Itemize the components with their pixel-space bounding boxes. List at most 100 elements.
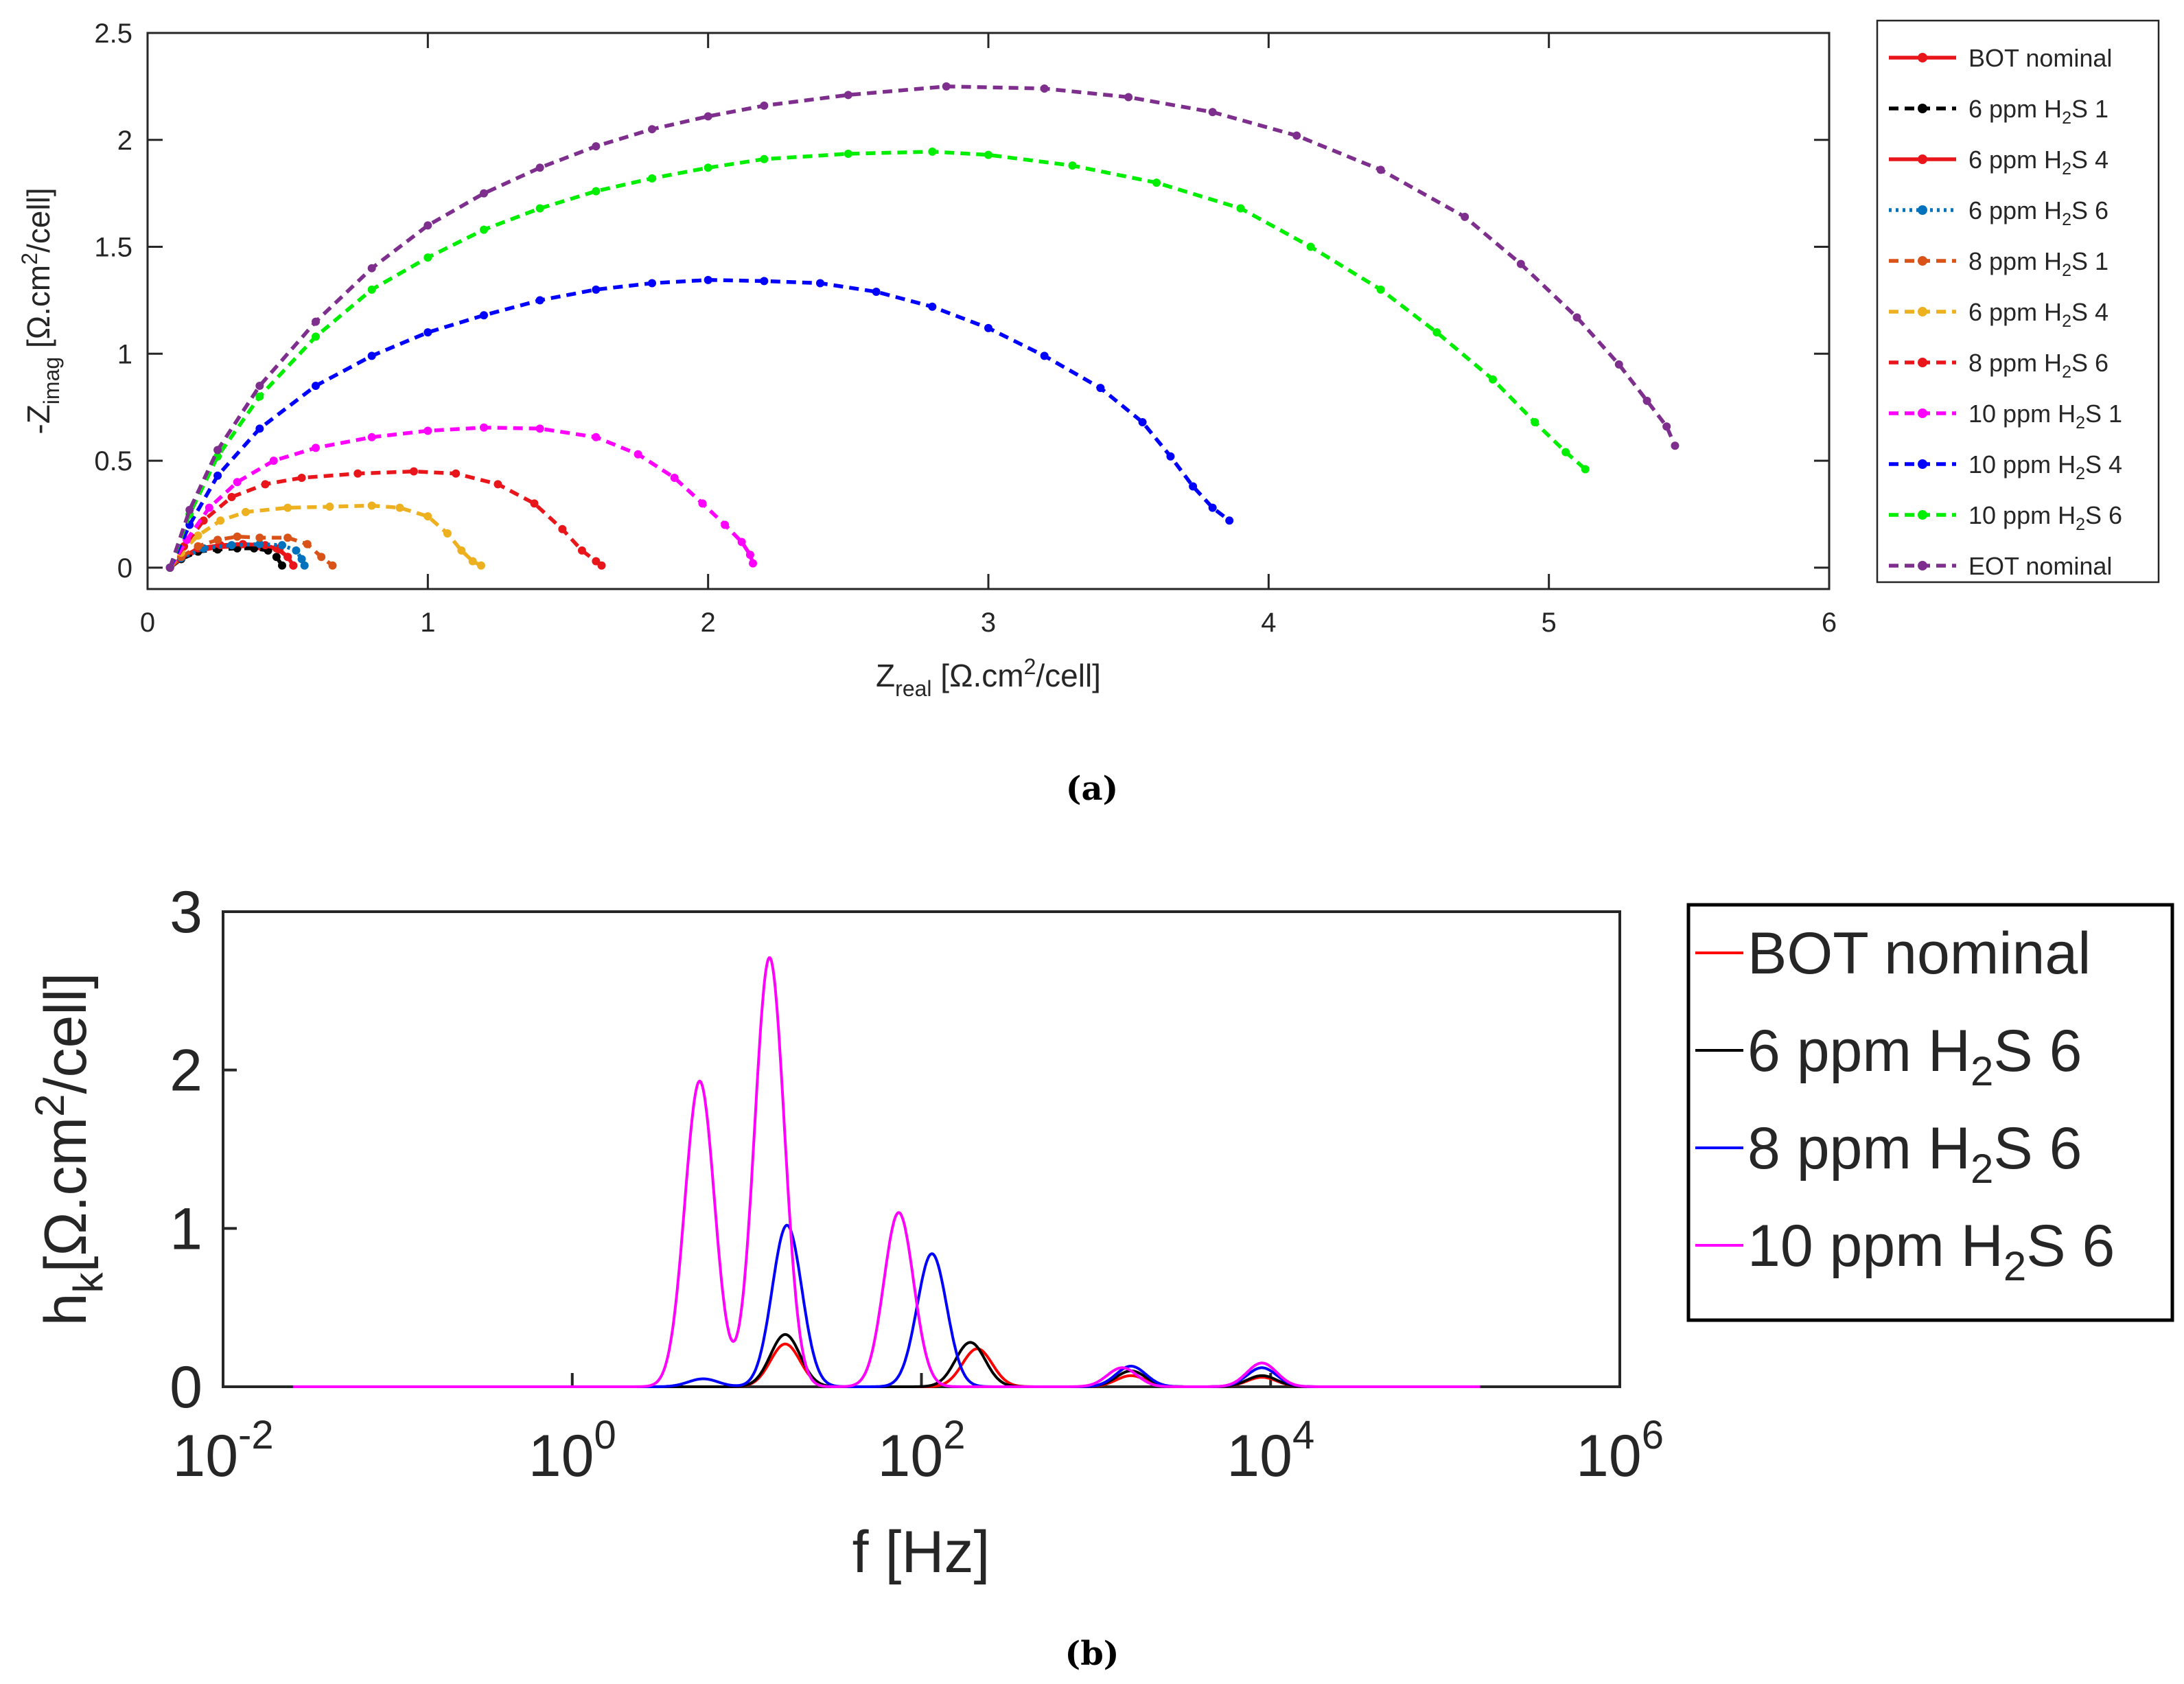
- legend-entry-8-ppm-h-2-s-6: 8 ppm H2S 6: [1889, 349, 2109, 382]
- data-point: [303, 540, 312, 549]
- data-point: [1432, 328, 1441, 337]
- data-point: [1138, 418, 1147, 426]
- data-point: [312, 317, 320, 326]
- y-tick-label: 1.5: [94, 233, 132, 263]
- data-point: [292, 546, 301, 555]
- drt-axis-ticks: 10-2 100 102 104 106 0 1 2 3: [170, 879, 1664, 1489]
- data-point: [317, 553, 326, 562]
- data-point: [1561, 448, 1570, 457]
- data-point: [844, 150, 852, 159]
- data-point: [670, 474, 679, 482]
- data-point: [312, 382, 320, 391]
- legend-label: 6 ppm H2S 1: [1968, 95, 2109, 128]
- drt-chart: 10-2 100 102 104 106 0 1 2 3 f [Hz] hk[Ω.cm2/cel…: [27, 879, 2174, 1673]
- legend-marker: [1918, 205, 1927, 215]
- data-point: [704, 112, 712, 121]
- data-point: [452, 469, 461, 478]
- data-point: [297, 474, 306, 482]
- data-point: [283, 503, 292, 512]
- nyquist-legend: [1876, 19, 2160, 584]
- y-tick-label: 3: [170, 879, 202, 945]
- x-tick-label: 104: [1227, 1413, 1314, 1489]
- data-point: [283, 533, 292, 542]
- data-point: [648, 174, 656, 183]
- x-tick-label: 0: [140, 608, 155, 638]
- data-point: [423, 328, 432, 337]
- data-point: [227, 541, 236, 550]
- data-point: [592, 285, 601, 294]
- legend-entry-eot-nominal: EOT nominal: [1889, 552, 2112, 580]
- data-point: [1671, 441, 1680, 450]
- legend-marker: [1918, 510, 1927, 520]
- legend-entry-6-ppm-h-2-s-6: 6 ppm H2S 6: [1889, 196, 2109, 229]
- data-point: [213, 446, 222, 454]
- data-point: [165, 563, 174, 572]
- x-tick-label: 6: [1822, 608, 1837, 638]
- data-point: [213, 535, 222, 544]
- data-point: [1068, 161, 1077, 170]
- data-point: [872, 287, 881, 296]
- data-point: [592, 557, 601, 566]
- data-point: [255, 540, 264, 549]
- data-point: [1516, 259, 1525, 268]
- legend-entry-bot-nominal: BOT nominal: [1695, 921, 2091, 987]
- data-point: [634, 450, 642, 459]
- data-point: [1208, 108, 1217, 117]
- data-point: [592, 142, 601, 151]
- data-point: [395, 503, 404, 512]
- data-point: [423, 221, 432, 230]
- data-point: [423, 512, 432, 521]
- y-tick-label: 1: [170, 1196, 202, 1262]
- series-line: [168, 278, 1231, 568]
- data-point: [1581, 465, 1590, 474]
- legend-entry-10-ppm-h-2-s-1: 10 ppm H2S 1: [1889, 400, 2122, 432]
- data-point: [423, 253, 432, 262]
- data-point: [844, 91, 852, 100]
- legend-marker: [1918, 104, 1927, 113]
- data-point: [278, 541, 286, 550]
- data-point: [199, 516, 208, 525]
- data-point: [1489, 375, 1497, 384]
- data-point: [592, 432, 601, 441]
- data-point: [704, 275, 712, 284]
- data-point: [535, 204, 544, 213]
- data-point: [1189, 482, 1198, 491]
- legend-label: 10 ppm H2S 6: [1747, 1213, 2115, 1289]
- data-point: [648, 279, 656, 288]
- data-point: [283, 553, 292, 562]
- data-point: [194, 531, 202, 540]
- legend-label: 8 ppm H2S 6: [1968, 349, 2109, 382]
- x-tick-label: 102: [878, 1413, 966, 1489]
- data-point: [233, 532, 242, 541]
- nyquist-y-axis-label: -Zimag [Ω.cm2/cell]: [17, 187, 64, 434]
- drt-y-axis-label: hk[Ω.cm2/cell]: [27, 973, 111, 1326]
- data-point: [480, 189, 488, 198]
- legend-marker: [1918, 561, 1927, 570]
- data-point: [255, 382, 264, 391]
- data-point: [367, 351, 376, 360]
- y-tick-label: 0: [117, 553, 132, 584]
- data-point: [1040, 84, 1049, 93]
- data-point: [760, 101, 769, 110]
- data-point: [269, 457, 278, 465]
- legend-marker: [1918, 408, 1927, 418]
- data-point: [255, 392, 264, 401]
- legend-marker: [1918, 307, 1927, 316]
- data-point: [289, 561, 298, 570]
- data-point: [312, 443, 320, 452]
- legend-entry-bot-nominal: BOT nominal: [1889, 44, 2112, 72]
- x-tick-label: 5: [1542, 608, 1557, 638]
- data-point: [353, 469, 362, 478]
- data-point: [194, 542, 202, 551]
- data-point: [816, 279, 824, 288]
- data-point: [1572, 313, 1581, 322]
- data-point: [255, 533, 264, 542]
- series-line: [168, 84, 1677, 568]
- data-point: [749, 559, 757, 568]
- legend-marker: [1918, 154, 1927, 164]
- data-point: [535, 163, 544, 172]
- data-point: [760, 154, 769, 163]
- nyquist-chart: 0 1 2 3 4 5 6 0 0.5 1 1.5 2 2.5 Zreal [Ω.cm2/cell] -…: [17, 19, 2160, 808]
- drt-x-axis-label: f [Hz]: [852, 1519, 990, 1585]
